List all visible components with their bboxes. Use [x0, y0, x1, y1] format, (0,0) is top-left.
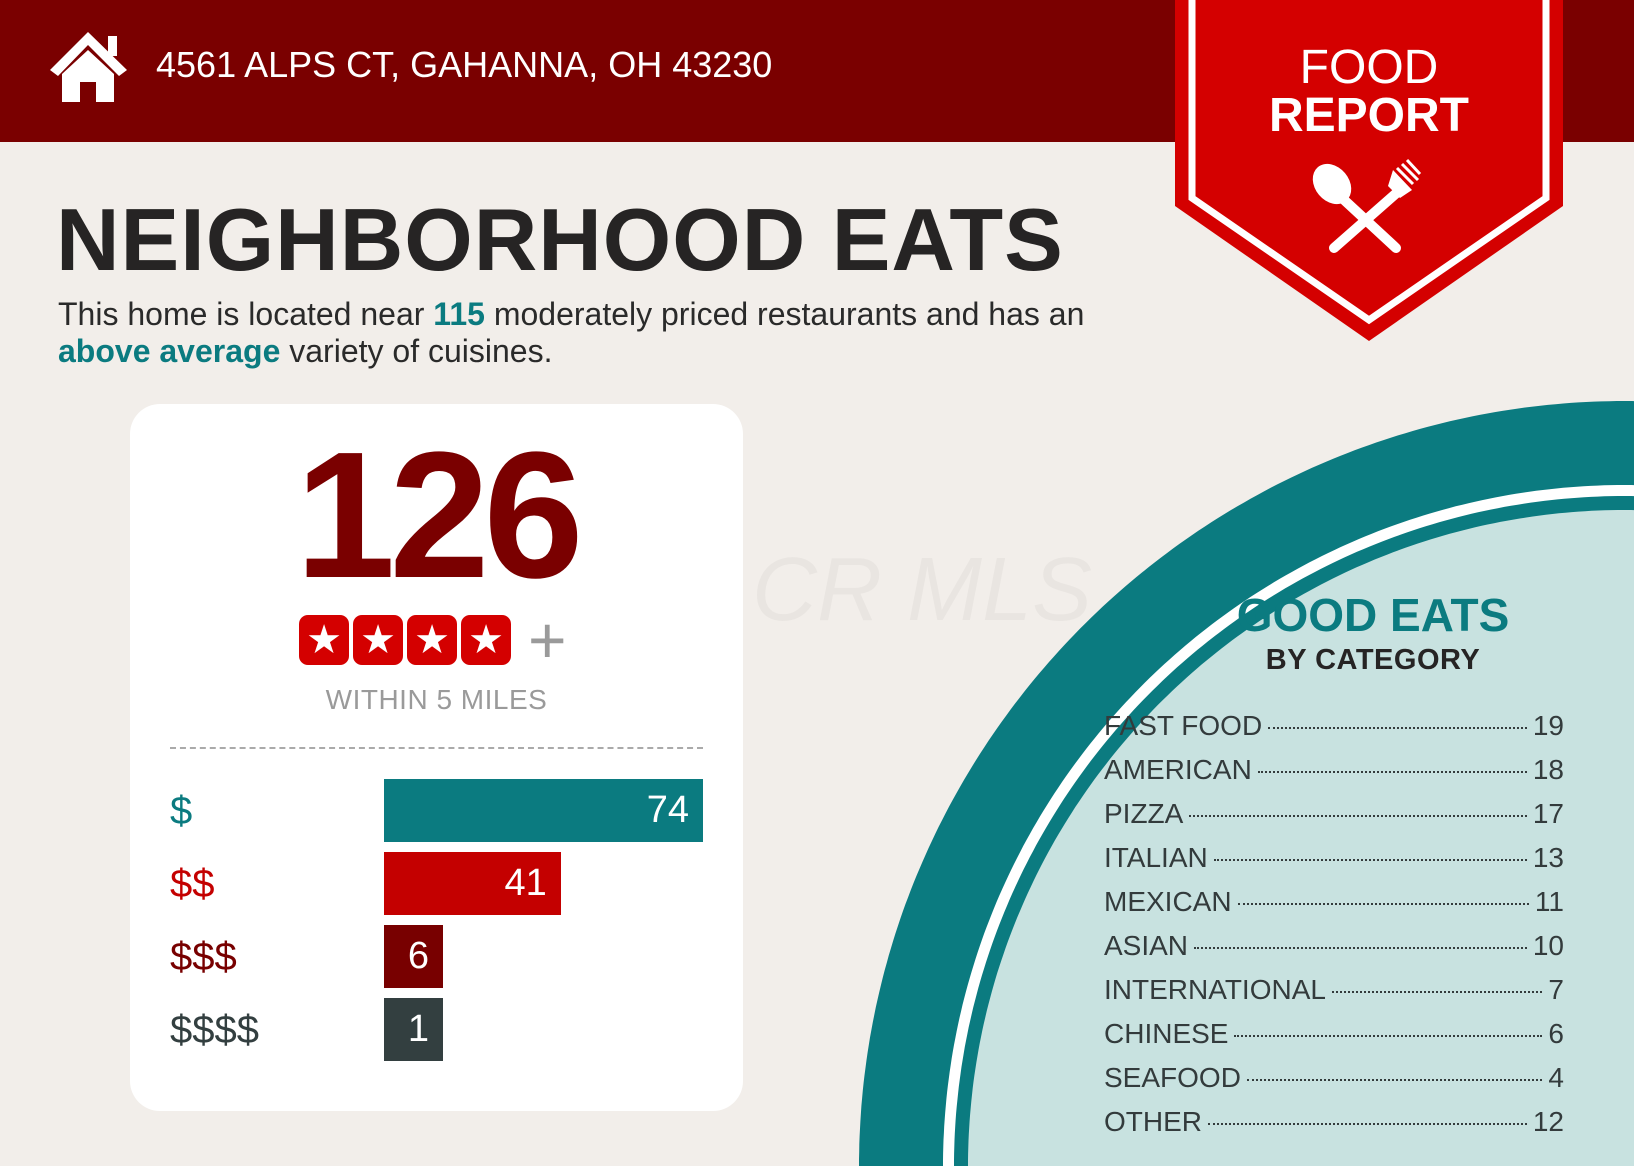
category-count: 13 [1532, 842, 1564, 873]
summary-text: This home is located near 115 moderately… [58, 296, 1158, 370]
category-row: CHINESE 6 [1104, 1014, 1564, 1058]
subtitle-text: variety of cuisines. [280, 333, 553, 369]
price-bar: 74 [384, 779, 703, 842]
dot-leader [1208, 1123, 1527, 1125]
category-count: 19 [1532, 710, 1564, 741]
address: 4561 ALPS CT, GAHANNA, OH 43230 [156, 44, 773, 85]
price-tier-label: $$ [170, 862, 215, 906]
price-card: 126 ★ ★ ★ ★ + WITHIN 5 MILES $74 $$ 41 $$$ 6 $$$… [130, 404, 743, 1111]
dot-leader [1246, 1079, 1543, 1081]
category-name: OTHER [1104, 1106, 1202, 1137]
price-tier-label: $ [170, 789, 193, 833]
category-name: MEXICAN [1104, 886, 1232, 917]
categories-title: GOOD EATS [1236, 589, 1510, 641]
food-report-label: FOOD REPORT [1175, 44, 1563, 140]
categories-subtitle: BY CATEGORY [1265, 644, 1481, 676]
category-row: AMERICAN 18 [1104, 750, 1564, 794]
variety-highlight: above average [58, 333, 281, 369]
category-count: 6 [1548, 1018, 1564, 1049]
price-tier-label: $$$ [170, 935, 237, 979]
subtitle-text: This home is located near [58, 296, 434, 332]
category-name: SEAFOOD [1104, 1062, 1241, 1093]
dot-leader [1194, 947, 1527, 949]
category-row: MEXICAN 11 [1104, 882, 1564, 926]
restaurant-count-highlight: 115 [433, 296, 485, 332]
category-name: INTERNATIONAL [1104, 974, 1326, 1005]
dot-leader [1331, 991, 1543, 993]
dot-leader [1234, 1035, 1543, 1037]
plus-icon: + [528, 603, 567, 677]
page-title: NEIGHBORHOOD EATS [56, 190, 1064, 289]
price-tier-label: $$$$ [170, 1008, 259, 1052]
food-report-ribbon [1175, 0, 1563, 341]
dot-leader [1257, 771, 1527, 773]
distance-caption: WITHIN 5 MILES [325, 684, 548, 715]
category-name: ASIAN [1104, 930, 1189, 961]
plate-ring [968, 510, 1634, 1166]
dot-leader [1237, 903, 1529, 905]
category-count: 17 [1532, 798, 1564, 829]
dot-leader [1268, 727, 1527, 729]
restaurant-total: 126 [295, 415, 583, 616]
category-name: PIZZA [1104, 798, 1184, 829]
category-row: FAST FOOD 19 [1104, 706, 1564, 750]
star-icon: ★ [299, 615, 349, 665]
category-row: INTERNATIONAL 7 [1104, 970, 1564, 1014]
category-name: AMERICAN [1104, 754, 1252, 785]
star-icon: ★ [353, 615, 403, 665]
category-name: ITALIAN [1104, 842, 1208, 873]
category-count: 18 [1532, 754, 1564, 785]
dot-leader [1213, 859, 1527, 861]
category-count: 11 [1534, 886, 1564, 917]
category-row: OTHER 12 [1104, 1102, 1564, 1146]
category-row: ITALIAN 13 [1104, 838, 1564, 882]
watermark: CR MLS [752, 540, 1092, 640]
dot-leader [1189, 815, 1527, 817]
star-rating: ★ ★ ★ ★ [299, 615, 511, 665]
price-bar: 41 [384, 852, 561, 915]
plate-graphic [859, 401, 1634, 1166]
price-bar: 6 [384, 925, 443, 988]
star-icon: ★ [407, 615, 457, 665]
category-row: SEAFOOD 4 [1104, 1058, 1564, 1102]
category-list: FAST FOOD 19 AMERICAN 18 PIZZA 17 ITALIAN 13 MEX… [1104, 706, 1564, 1146]
category-row: ASIAN 10 [1104, 926, 1564, 970]
category-row: PIZZA 17 [1104, 794, 1564, 838]
divider [170, 747, 703, 749]
star-icon: ★ [461, 615, 511, 665]
price-bar: 1 [384, 998, 443, 1061]
category-name: CHINESE [1104, 1018, 1229, 1049]
category-count: 4 [1548, 1062, 1564, 1093]
category-name: FAST FOOD [1104, 710, 1263, 741]
home-icon [50, 32, 127, 102]
category-count: 7 [1548, 974, 1564, 1005]
category-count: 10 [1532, 930, 1564, 961]
spoon-fork-icon [1312, 158, 1422, 253]
ribbon-line1: FOOD [1299, 41, 1439, 94]
subtitle-text: moderately priced restaurants and has an [484, 296, 1085, 332]
category-count: 12 [1532, 1106, 1564, 1137]
ribbon-line2: REPORT [1268, 89, 1469, 142]
